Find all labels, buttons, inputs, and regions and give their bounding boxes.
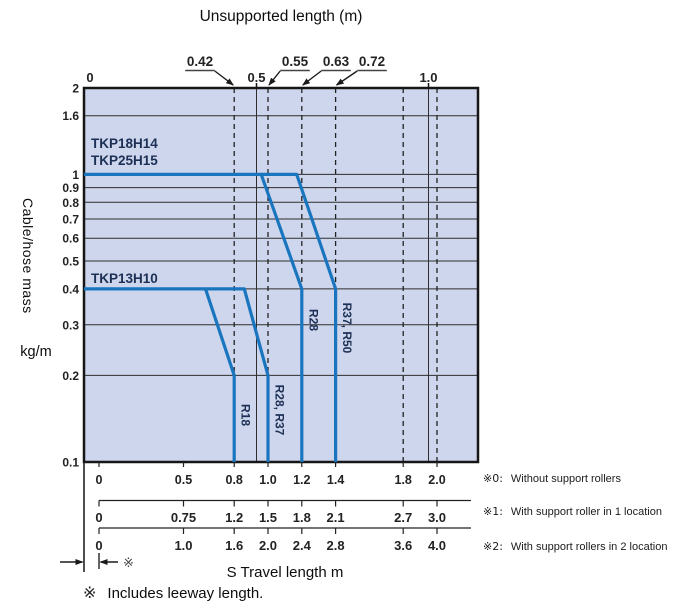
top-tick-label: 0.5 — [247, 70, 265, 85]
leeway-dimension-mark-icon: ※ — [123, 555, 134, 570]
curve-end-label: R37, R50 — [340, 303, 354, 354]
y-tick-label: 0.9 — [62, 181, 79, 195]
callout-label: 0.42 — [187, 54, 213, 69]
curve-end-label: R28, R37 — [273, 385, 287, 436]
x-tick-label-scale1: 1.8 — [293, 510, 311, 525]
y-tick-label: 0.6 — [62, 232, 79, 246]
callout-arrow — [335, 70, 358, 86]
note-1-text: With support roller in 1 location — [510, 506, 662, 518]
x-tick-label-scale2: 1.6 — [225, 538, 243, 553]
x-tick-label-scale2: 2.0 — [259, 538, 277, 553]
x-tick-label-scale0: 1.8 — [395, 473, 412, 487]
note-1-mark: ※1: — [483, 505, 503, 518]
x-tick-label-scale1: 3.0 — [428, 510, 446, 525]
note-0-mark: ※0: — [483, 472, 503, 485]
note-support-rollers-2-locations: ※2: With support rollers in 2 location — [483, 540, 667, 553]
y-tick-label: 0.7 — [62, 212, 79, 226]
top-tick-label: 0 — [86, 70, 93, 85]
callout-label: 0.55 — [282, 54, 309, 69]
plot-background — [84, 88, 478, 462]
leeway-footnote-text: Includes leeway length. — [107, 585, 264, 602]
chart-title: Unsupported length (m) — [199, 8, 363, 25]
x-tick-label-scale0: 1.0 — [259, 473, 276, 487]
y-tick-label: 0.5 — [62, 254, 79, 268]
curve-R28-R37 — [205, 287, 270, 462]
x-tick-label-scale1: 2.7 — [394, 510, 412, 525]
x-tick-label-scale2: 2.8 — [327, 538, 345, 553]
x-tick-label-scale0: 0.5 — [175, 473, 192, 487]
y-tick-label: 0.1 — [62, 456, 79, 470]
y-tick-label: 1 — [72, 168, 79, 182]
curve-end-label: R18 — [239, 404, 253, 426]
y-tick-label: 1.6 — [62, 109, 79, 123]
y-tick-label: 0.8 — [62, 196, 79, 210]
y-tick-label: 0.4 — [62, 282, 79, 296]
curve-end-label: R28 — [306, 309, 320, 331]
x-tick-label-scale2: 4.0 — [428, 538, 446, 553]
callout-arrow — [268, 70, 281, 86]
model-label: TKP18H14 — [91, 136, 158, 151]
top-tick-label: 1.0 — [419, 70, 437, 85]
note-support-roller-1-location: ※1: With support roller in 1 location — [483, 505, 662, 518]
x-tick-label-scale1: 1.5 — [259, 510, 277, 525]
note-2-mark: ※2: — [483, 540, 503, 553]
callout-label: 0.72 — [359, 54, 385, 69]
x-tick-label-scale0: 0 — [96, 473, 103, 487]
x-tick-label-scale1: 1.2 — [225, 510, 243, 525]
model-label: TKP13H10 — [91, 271, 158, 286]
model-label: TKP25H15 — [91, 153, 158, 168]
y-axis-unit-label: kg/m — [20, 344, 52, 360]
x-tick-label-scale0: 2.0 — [428, 473, 445, 487]
note-2-text: With support rollers in 2 location — [510, 541, 668, 553]
plot-border — [82, 86, 480, 464]
x-tick-label-scale1: 0.75 — [171, 510, 196, 525]
x-tick-label-scale2: 1.0 — [174, 538, 192, 553]
curve-R18 — [84, 287, 236, 462]
callout-arrow — [214, 70, 234, 86]
curve-R37-R50 — [261, 172, 338, 462]
callout-label: 0.63 — [323, 54, 350, 69]
curve-R28 — [84, 172, 304, 462]
note-0-text: Without support rollers — [510, 473, 621, 485]
x-tick-label-scale0: 0.8 — [226, 473, 243, 487]
y-tick-label: 0.3 — [62, 318, 79, 332]
x-axis-label: S Travel length m — [226, 564, 344, 581]
y-tick-label: 2 — [72, 81, 79, 95]
x-tick-label-scale1: 0 — [95, 510, 102, 525]
x-tick-label-scale2: 0 — [95, 538, 102, 553]
leeway-footnote: ※ Includes leeway length. — [83, 583, 263, 602]
y-tick-label: 0.2 — [62, 369, 79, 383]
x-tick-label-scale0: 1.4 — [327, 473, 344, 487]
reference-mark-icon: ※ — [83, 583, 97, 602]
callout-arrow — [302, 70, 322, 86]
x-tick-label-scale0: 1.2 — [293, 473, 310, 487]
y-axis-label: Cable/hose mass — [20, 198, 36, 314]
x-tick-label-scale2: 3.6 — [394, 538, 412, 553]
x-tick-label-scale2: 2.4 — [293, 538, 312, 553]
note-without-support-rollers: ※0: Without support rollers — [483, 472, 621, 485]
x-tick-label-scale1: 2.1 — [327, 510, 345, 525]
